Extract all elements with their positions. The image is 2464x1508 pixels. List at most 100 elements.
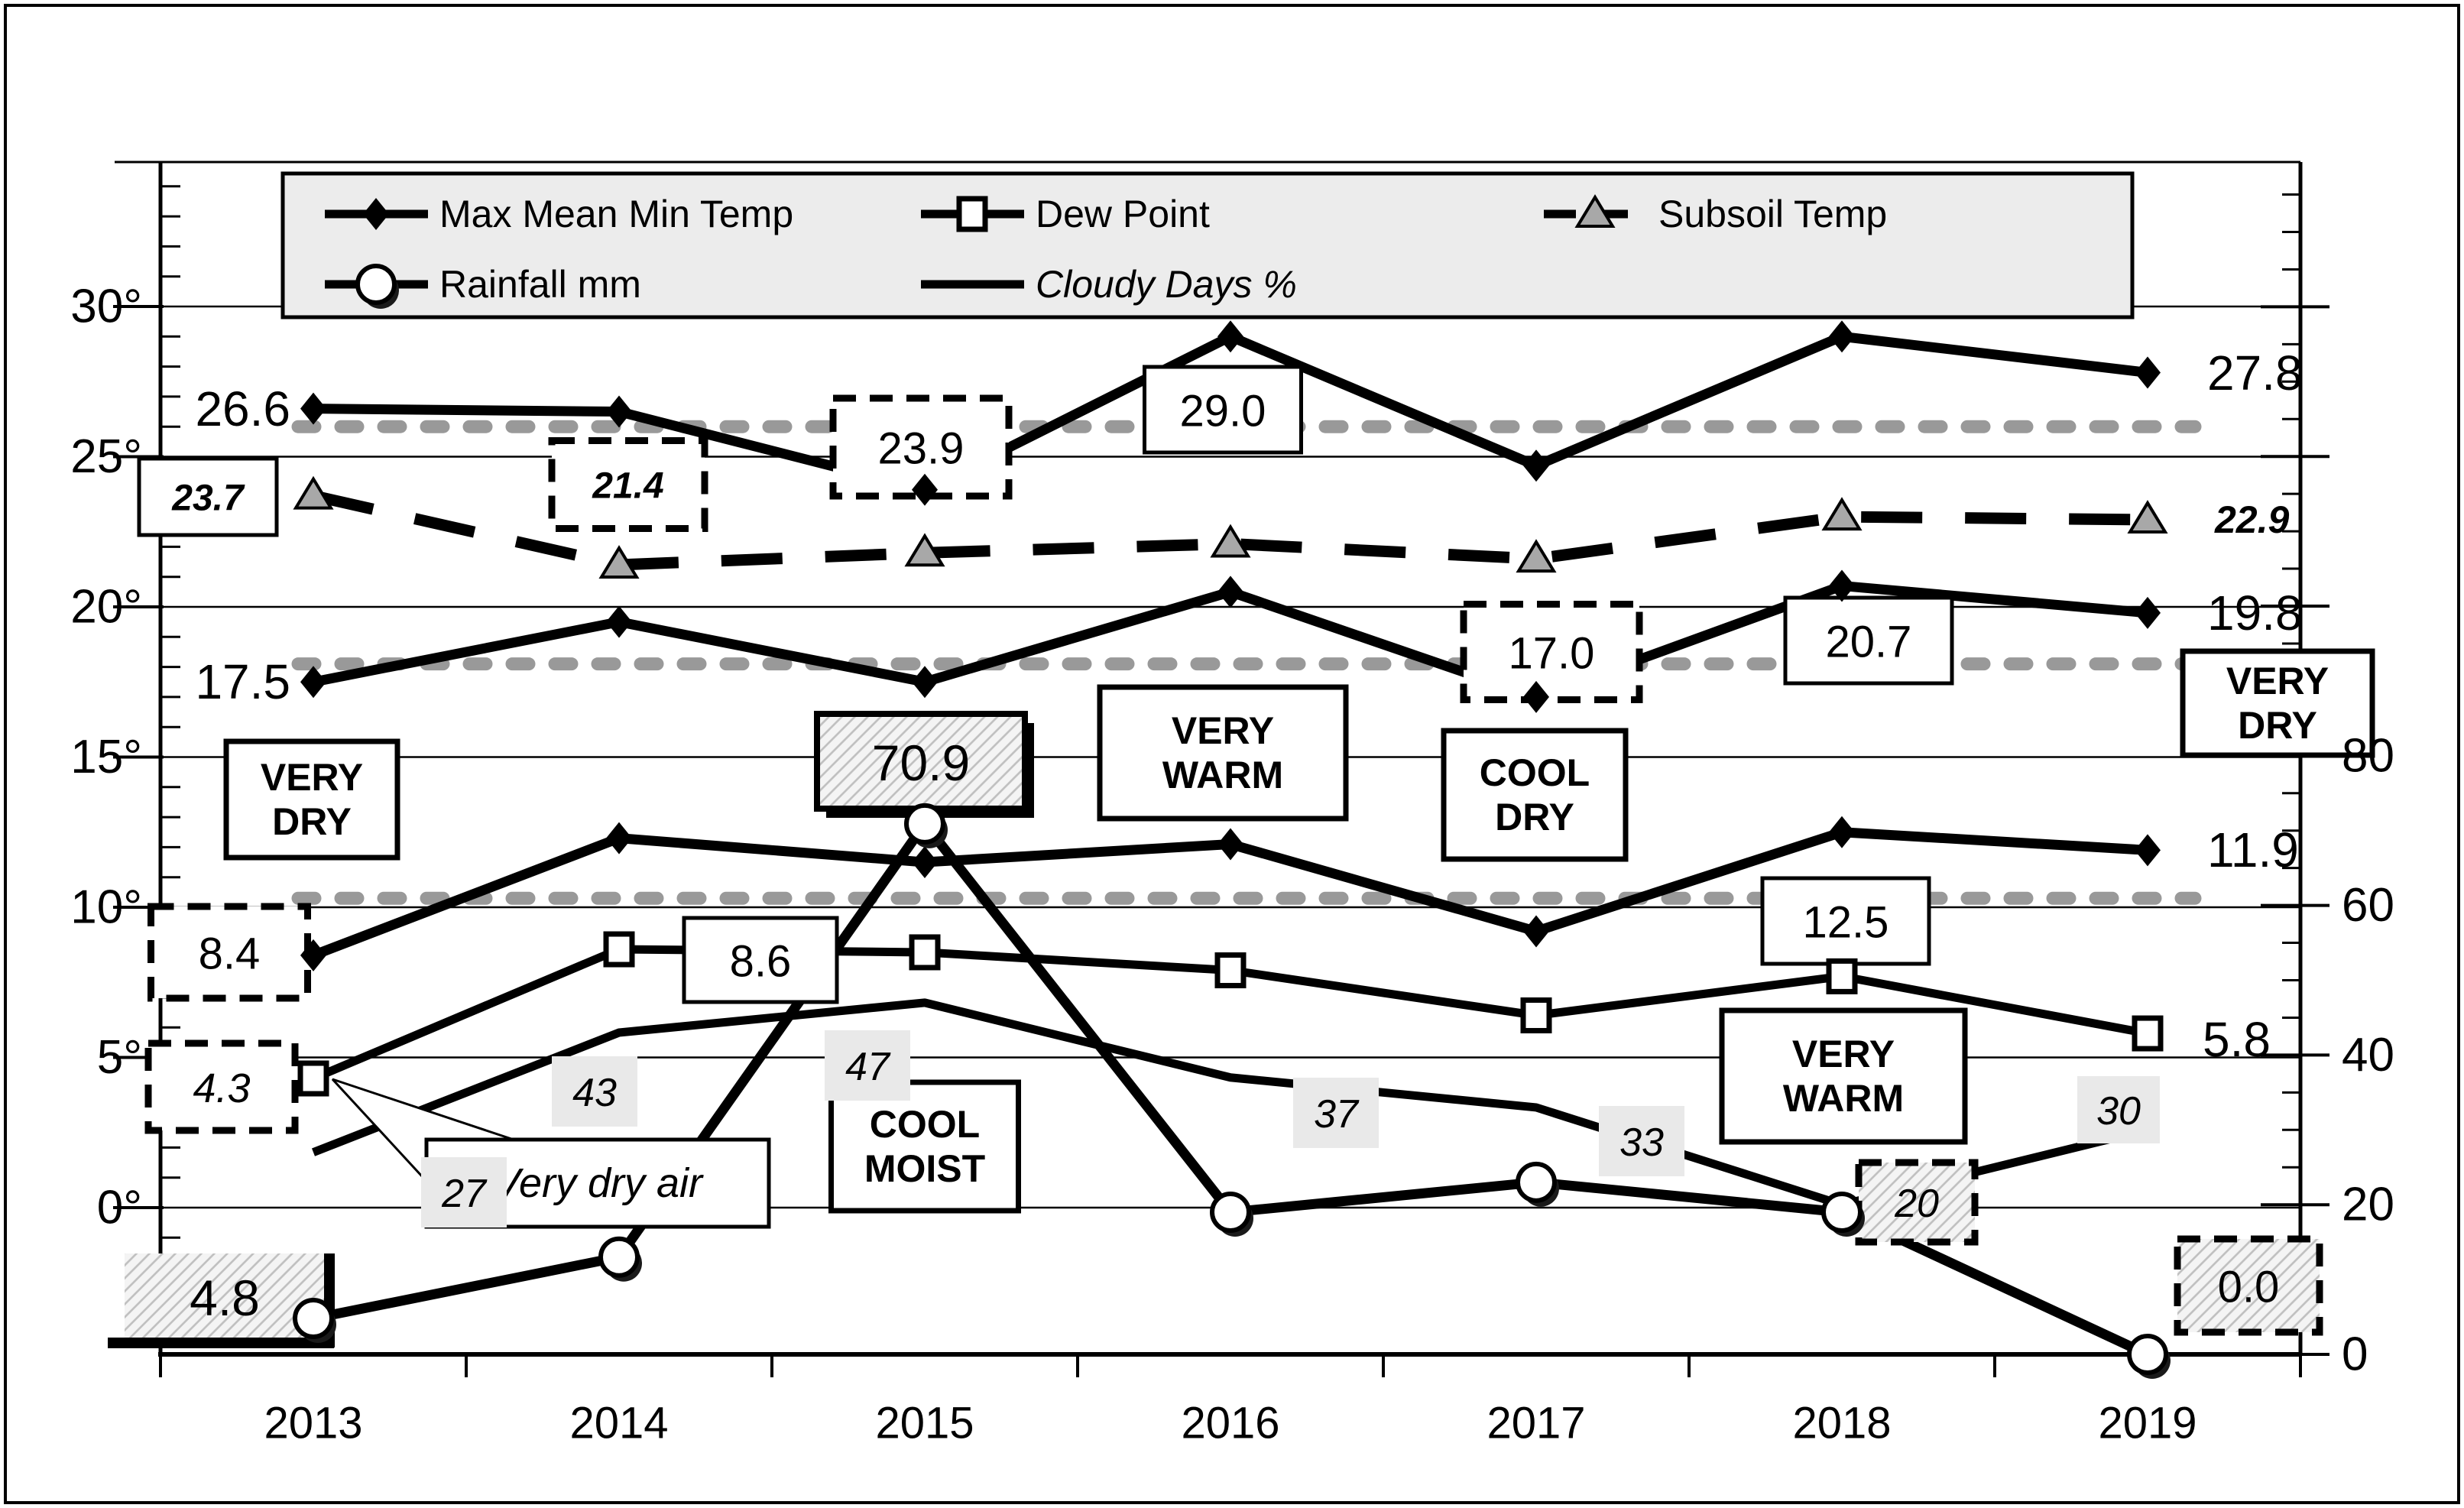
point-label-43: 43 xyxy=(552,1056,637,1127)
legend-item-rainfall: Rainfall mm xyxy=(325,263,641,309)
point-label-5-8: 5.8 xyxy=(2203,1012,2271,1067)
point-label-27-8: 27.8 xyxy=(2207,345,2303,401)
right-axis-label-80: 80 xyxy=(2342,729,2394,782)
point-label-text: 20.7 xyxy=(1826,618,1912,667)
point-label-text: 11.9 xyxy=(2207,822,2299,877)
point-label-text: 21.4 xyxy=(592,466,663,507)
marker-rainfall-2016 xyxy=(1210,1191,1251,1233)
point-label-text: 30 xyxy=(2096,1089,2141,1133)
point-label-30: 30 xyxy=(2077,1076,2160,1143)
marker-max-temp-2013 xyxy=(300,392,326,425)
annotation-text: MOIST xyxy=(864,1147,985,1190)
marker-max-temp-2014 xyxy=(606,395,632,428)
point-label-text: 27 xyxy=(441,1172,488,1216)
marker-min-temp-2014 xyxy=(606,822,632,855)
point-label-20: 20 xyxy=(1855,1159,1979,1246)
annotation-text: DRY xyxy=(2238,704,2317,747)
legend-item-dew-point: Dew Point xyxy=(921,193,1210,235)
point-label-text: 37 xyxy=(1314,1092,1360,1137)
label-shaded-bg xyxy=(421,1157,507,1227)
point-label-17-5: 17.5 xyxy=(195,654,290,709)
right-axis-label-60: 60 xyxy=(2342,879,2394,932)
marker-dew-point-2014 xyxy=(603,931,635,968)
point-label-22-9: 22.9 xyxy=(2214,498,2290,541)
annotation-text: VERY xyxy=(2226,660,2329,702)
point-label-text: 22.9 xyxy=(2214,498,2290,541)
point-label-33: 33 xyxy=(1599,1106,1684,1176)
marker-dew-point-2017 xyxy=(1520,997,1552,1033)
marker-mean-temp-2013 xyxy=(300,666,326,699)
marker-subsoil-temp-2014 xyxy=(598,545,640,579)
legend-rainfall-marker-icon xyxy=(355,264,397,305)
legend-item-subsoil: Subsoil Temp xyxy=(1544,193,1887,235)
marker-rainfall-2019 xyxy=(2127,1334,2168,1375)
marker-mean-temp-2016 xyxy=(1217,576,1243,608)
point-label-70-9: 70.9 xyxy=(814,711,1034,818)
label-box xyxy=(1783,595,1954,686)
point-label-text: 0.0 xyxy=(2218,1263,2280,1312)
legend-max-mean-min-label: Max Mean Min Temp xyxy=(439,193,793,235)
marker-dew-point-2013 xyxy=(297,1060,329,1097)
marker-min-temp-2016 xyxy=(1217,828,1243,861)
marker-rainfall-2018 xyxy=(1821,1191,1863,1233)
marker-min-temp-2015 xyxy=(912,846,938,879)
point-label-text: 17.0 xyxy=(1509,629,1595,679)
point-label-text: 12.5 xyxy=(1803,898,1889,948)
label-hatch-bg xyxy=(125,1253,325,1339)
point-label-text: 47 xyxy=(845,1045,891,1089)
label-hatch-dashed-box xyxy=(1855,1159,1979,1246)
legend-max-mean-min-marker-icon xyxy=(363,198,389,230)
point-labels: 26.6 17.5 27.8 19.8 11.9 5.8 22.9 23.7 21.4 23.9 2… xyxy=(108,345,2323,1348)
point-label-8-4: 8.4 xyxy=(148,903,311,1002)
point-label-text: 33 xyxy=(1619,1120,1664,1165)
label-box xyxy=(1143,365,1303,455)
legend-item-max-mean-min: Max Mean Min Temp xyxy=(325,193,793,235)
annotation-box xyxy=(223,738,400,861)
label-shaded-bg xyxy=(1599,1106,1684,1176)
legend-cloudy-label: Cloudy Days % xyxy=(1036,263,1297,306)
point-label-37: 37 xyxy=(1293,1078,1379,1148)
legend: Max Mean Min Temp Dew Point Subsoil Temp Ra… xyxy=(280,171,2135,319)
marker-max-temp-2017 xyxy=(1523,449,1549,482)
point-label-23-7: 23.7 xyxy=(137,456,279,537)
legend-subsoil-marker-icon xyxy=(1574,194,1616,228)
point-label-text: 27.8 xyxy=(2207,345,2303,401)
legend-subsoil-label: Subsoil Temp xyxy=(1658,193,1887,235)
marker-subsoil-temp-2013 xyxy=(293,475,334,510)
callout-text: Very dry air xyxy=(493,1160,704,1206)
left-axis-label-5°: 5° xyxy=(97,1031,142,1084)
point-label-20-7: 20.7 xyxy=(1783,595,1954,686)
marker-subsoil-temp-2018 xyxy=(1821,497,1863,531)
marker-min-temp-2017 xyxy=(1523,915,1549,948)
label-box xyxy=(682,916,839,1004)
x-axis-label-2015: 2015 xyxy=(875,1399,974,1448)
point-label-0-0: 0.0 xyxy=(2174,1235,2323,1336)
marker-subsoil-temp-2019 xyxy=(2127,500,2168,534)
marker-min-temp-2019 xyxy=(2135,834,2161,867)
legend-rainfall-label: Rainfall mm xyxy=(439,263,641,306)
marker-rainfall-2017 xyxy=(1516,1161,1557,1203)
point-label-4-8: 4.8 xyxy=(108,1253,335,1348)
point-label-text: 4.8 xyxy=(190,1270,260,1326)
point-label-text: 29.0 xyxy=(1180,387,1266,436)
marker-rainfall-2015 xyxy=(904,803,945,845)
point-label-19-8: 19.8 xyxy=(2207,585,2303,640)
left-axis-label-15°: 15° xyxy=(70,731,142,783)
series-markers xyxy=(293,320,2171,1379)
point-label-26-6: 26.6 xyxy=(195,381,290,436)
label-hatch-box xyxy=(814,711,1028,812)
point-label-27: 27 xyxy=(421,1157,507,1227)
point-label-text: 17.5 xyxy=(195,654,290,709)
left-axis-label-0°: 0° xyxy=(97,1182,142,1234)
marker-subsoil-temp-2016 xyxy=(1210,524,1251,558)
label-dashed-box xyxy=(1460,601,1643,703)
annotation-box xyxy=(1719,1007,1968,1145)
marker-subsoil-temp-2015 xyxy=(904,533,945,567)
marker-max-temp-2016 xyxy=(1217,320,1243,353)
